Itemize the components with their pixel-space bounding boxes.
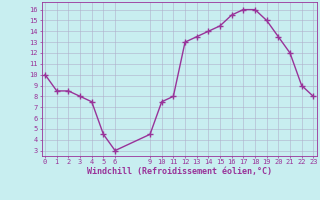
X-axis label: Windchill (Refroidissement éolien,°C): Windchill (Refroidissement éolien,°C): [87, 167, 272, 176]
